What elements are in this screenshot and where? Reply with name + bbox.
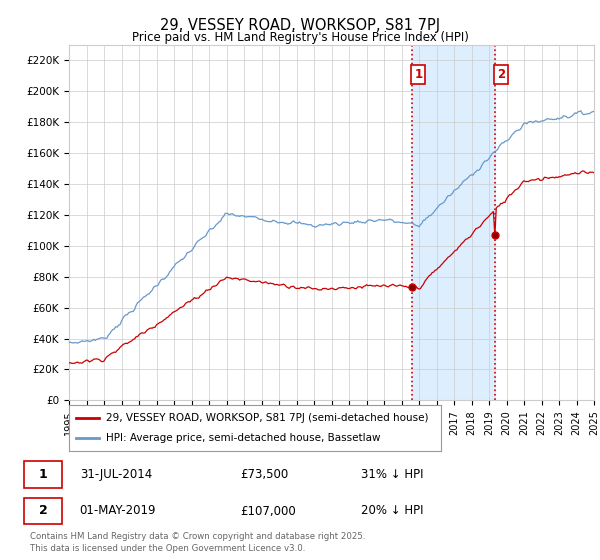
Text: HPI: Average price, semi-detached house, Bassetlaw: HPI: Average price, semi-detached house,… xyxy=(106,433,381,443)
Text: 01-MAY-2019: 01-MAY-2019 xyxy=(80,505,156,517)
Text: 29, VESSEY ROAD, WORKSOP, S81 7PJ (semi-detached house): 29, VESSEY ROAD, WORKSOP, S81 7PJ (semi-… xyxy=(106,413,428,423)
Text: 1: 1 xyxy=(39,468,47,481)
Text: £73,500: £73,500 xyxy=(240,468,288,481)
Text: 1: 1 xyxy=(414,68,422,81)
Bar xyxy=(412,45,495,400)
Text: £107,000: £107,000 xyxy=(240,505,296,517)
Text: 20% ↓ HPI: 20% ↓ HPI xyxy=(361,505,424,517)
Text: Price paid vs. HM Land Registry's House Price Index (HPI): Price paid vs. HM Land Registry's House … xyxy=(131,31,469,44)
Text: 31% ↓ HPI: 31% ↓ HPI xyxy=(361,468,424,481)
FancyBboxPatch shape xyxy=(25,461,62,488)
Text: Contains HM Land Registry data © Crown copyright and database right 2025.
This d: Contains HM Land Registry data © Crown c… xyxy=(30,533,365,553)
Text: 2: 2 xyxy=(497,68,506,81)
FancyBboxPatch shape xyxy=(25,498,62,524)
Text: 29, VESSEY ROAD, WORKSOP, S81 7PJ: 29, VESSEY ROAD, WORKSOP, S81 7PJ xyxy=(160,18,440,33)
Text: 2: 2 xyxy=(39,505,47,517)
Text: 31-JUL-2014: 31-JUL-2014 xyxy=(80,468,152,481)
